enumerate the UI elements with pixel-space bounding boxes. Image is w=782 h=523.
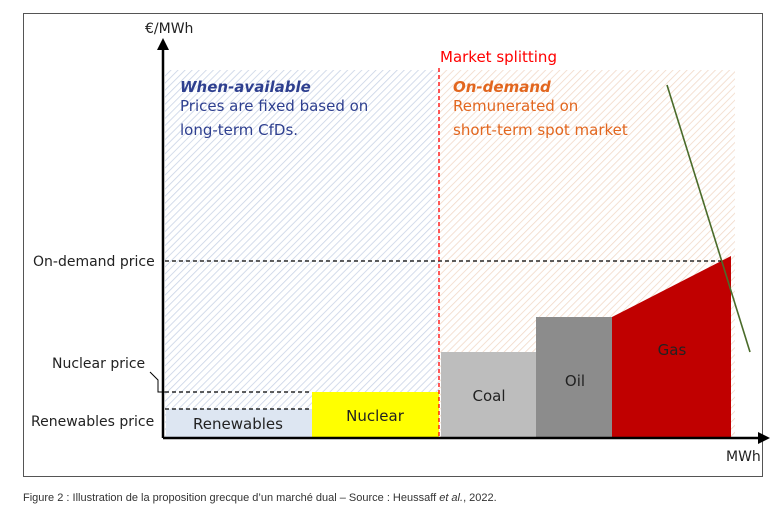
renewables-price-label: Renewables price (31, 414, 154, 430)
y-axis-label: €/MWh (145, 21, 193, 37)
x-axis-arrow (758, 432, 770, 444)
on-demand-title: On-demand (453, 78, 551, 96)
nuclear-price-leader (149, 371, 165, 393)
y-axis-arrow (157, 38, 169, 50)
when-available-line1: Prices are fixed based on (180, 97, 368, 115)
oil-block (536, 317, 612, 438)
renewables-label: Renewables (193, 415, 283, 433)
nuclear-price-label: Nuclear price (52, 356, 145, 372)
demand-curve (666, 84, 751, 353)
caption-italic: et al. (439, 492, 464, 504)
on-demand-price-label: On-demand price (33, 254, 155, 270)
market-splitting-label: Market splitting (440, 48, 557, 66)
oil-label: Oil (565, 372, 585, 390)
caption-suffix: , 2022. (463, 492, 497, 504)
coal-block (441, 352, 536, 438)
on-demand-line2: short-term spot market (453, 121, 628, 139)
when-available-line2: long-term CfDs. (180, 121, 298, 139)
renewables-block (166, 409, 312, 438)
when-available-zone (165, 70, 439, 438)
coal-label: Coal (472, 387, 505, 405)
gas-label: Gas (658, 341, 687, 359)
gas-block (612, 256, 731, 438)
on-demand-line1: Remunerated on (453, 97, 578, 115)
figure-caption: Figure 2 : Illustration de la propositio… (23, 492, 497, 504)
when-available-title: When-available (180, 78, 311, 96)
nuclear-block (312, 392, 439, 438)
x-axis-label: MWh (726, 449, 761, 465)
nuclear-label: Nuclear (346, 407, 405, 425)
caption-prefix: Figure 2 : Illustration de la propositio… (23, 492, 440, 504)
